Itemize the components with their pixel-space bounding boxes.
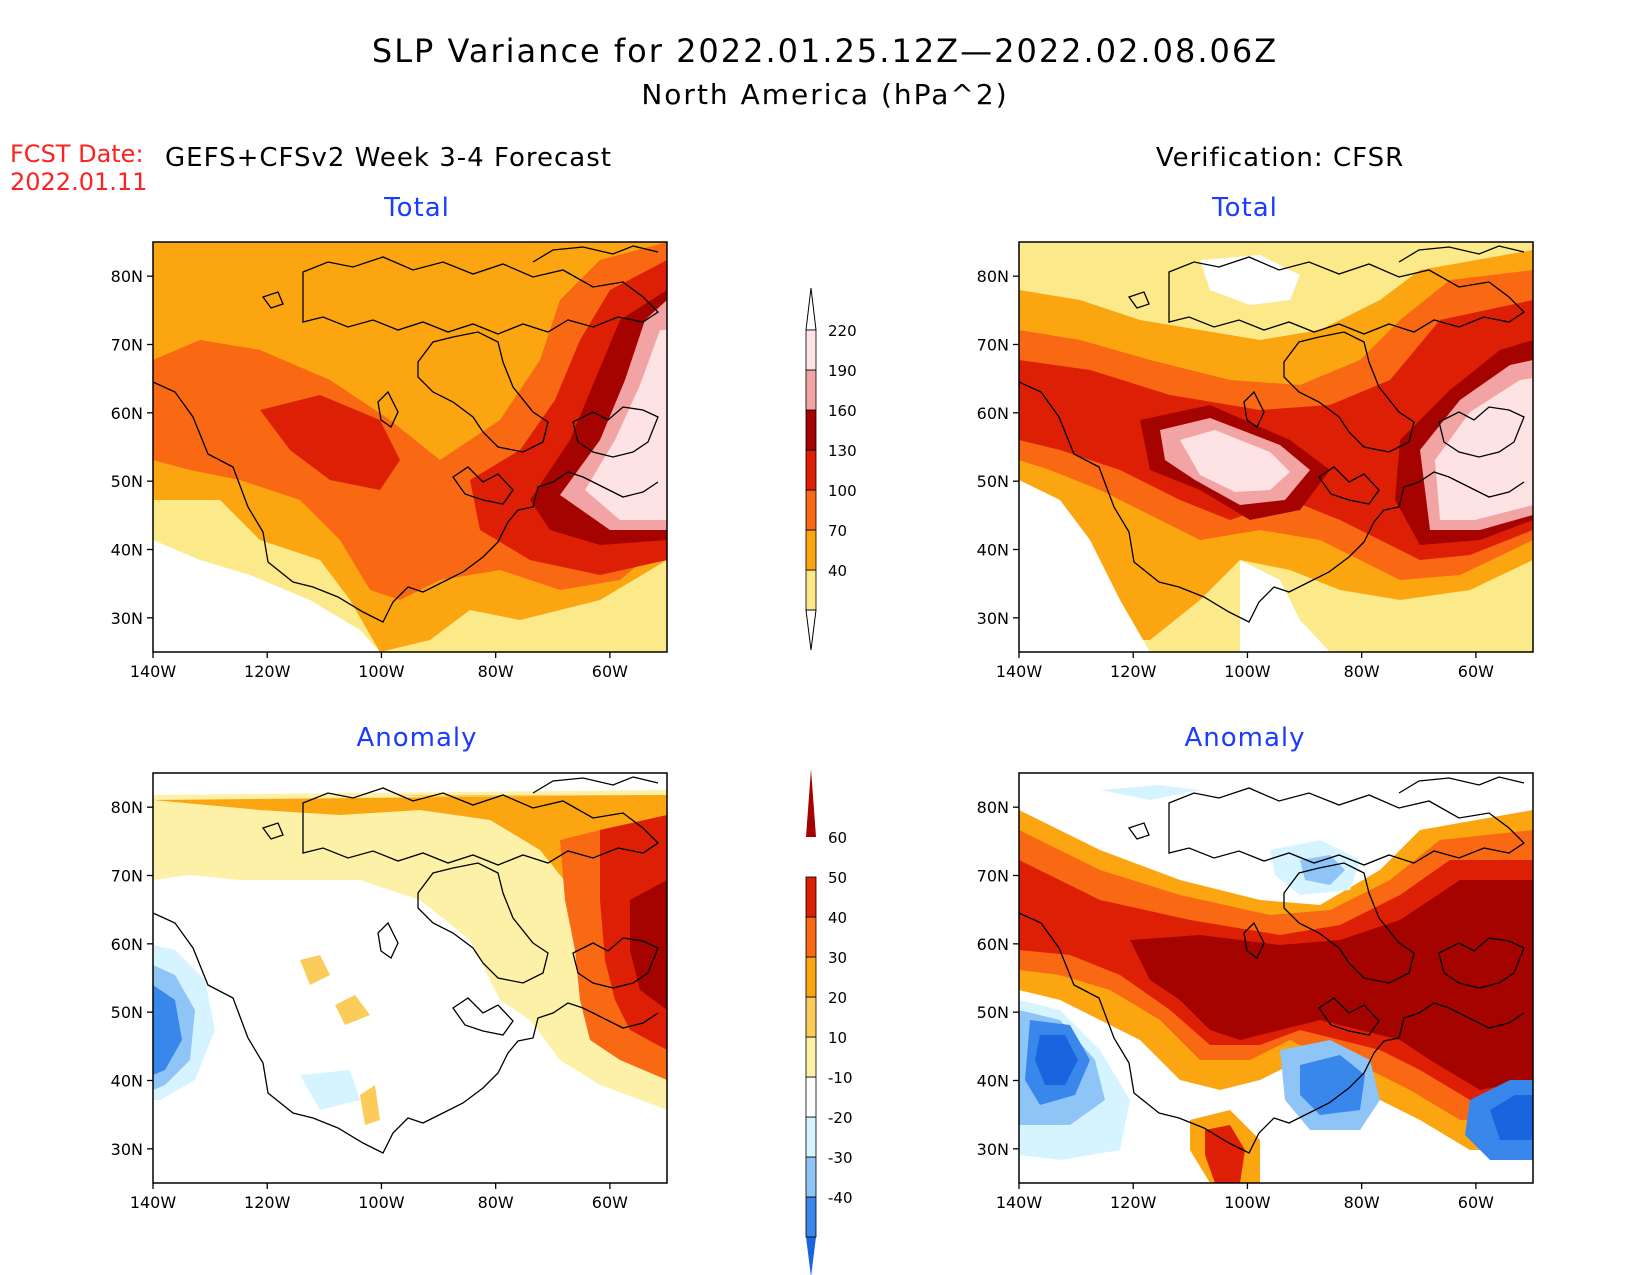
anomaly-colorbar-label: 20 bbox=[828, 989, 847, 1007]
forecast-anomaly-lat-label: 60N bbox=[111, 935, 143, 954]
total-colorbar-label: 40 bbox=[828, 562, 847, 580]
anomaly-colorbar-swatch bbox=[805, 996, 817, 1038]
verification-anomaly-lat-label: 40N bbox=[977, 1072, 1009, 1091]
total-colorbar-label: 220 bbox=[828, 322, 857, 340]
forecast-total-lat-label: 70N bbox=[111, 336, 143, 355]
anomaly-colorbar-swatch bbox=[805, 1156, 817, 1198]
anomaly-colorbar-swatch bbox=[805, 916, 817, 958]
verification-anomaly-lat-label: 30N bbox=[977, 1140, 1009, 1159]
verification-anomaly-lon-label: 100W bbox=[1224, 1193, 1271, 1212]
total-colorbar-swatch bbox=[805, 489, 817, 531]
forecast-anomaly-lon-label: 140W bbox=[130, 1193, 177, 1212]
anomaly-colorbar-label: 60 bbox=[828, 829, 847, 847]
forecast-anomaly-lat-label: 50N bbox=[111, 1003, 143, 1022]
verification-total-lon-label: 140W bbox=[996, 662, 1043, 681]
verification-anomaly-map bbox=[1018, 772, 1534, 1184]
verification-anomaly-lon-label: 60W bbox=[1458, 1193, 1494, 1212]
total-colorbar-swatch bbox=[805, 409, 817, 451]
forecast-total-lon-label: 140W bbox=[130, 662, 177, 681]
main-title: SLP Variance for 2022.01.25.12Z—2022.02.… bbox=[371, 32, 1279, 70]
total-colorbar-swatch bbox=[805, 449, 817, 491]
forecast-total-lat-label: 60N bbox=[111, 404, 143, 423]
verification-anomaly-lat-label: 50N bbox=[977, 1003, 1009, 1022]
subtitle: North America (hPa^2) bbox=[641, 78, 1009, 111]
total-colorbar: 40 70 100 130 160 190 220 bbox=[805, 287, 857, 651]
total-colorbar-label: 160 bbox=[828, 402, 857, 420]
verification-total-lat-label: 80N bbox=[977, 267, 1009, 286]
anomaly-colorbar-swatch bbox=[805, 1036, 817, 1078]
anomaly-colorbar-label: 40 bbox=[828, 909, 847, 927]
verification-total-lat-label: 40N bbox=[977, 541, 1009, 560]
anomaly-colorbar-label: -30 bbox=[828, 1149, 853, 1167]
anomaly-colorbar-bottom-tip bbox=[806, 1237, 816, 1275]
verification-anomaly-lat-label: 60N bbox=[977, 935, 1009, 954]
forecast-anomaly-lon-label: 80W bbox=[478, 1193, 514, 1212]
verification-total-lon-label: 120W bbox=[1110, 662, 1157, 681]
anomaly-colorbar-label: 30 bbox=[828, 949, 847, 967]
anomaly-colorbar-label: 50 bbox=[828, 869, 847, 887]
anomaly-colorbar: -40 -30 -20 -10 10 20 30 40 50 60 bbox=[805, 769, 853, 1275]
verification-total-lon-label: 80W bbox=[1344, 662, 1380, 681]
fcst-date-label: FCST Date: bbox=[10, 140, 144, 168]
verification-anomaly-lon-label: 140W bbox=[996, 1193, 1043, 1212]
verification-total-lon-label: 60W bbox=[1458, 662, 1494, 681]
verification-anomaly-lon-label: 120W bbox=[1110, 1193, 1157, 1212]
verification-total-lon-label: 100W bbox=[1224, 662, 1271, 681]
verification-total-map bbox=[1018, 241, 1534, 653]
total-colorbar-swatch bbox=[805, 369, 817, 411]
verification-anomaly-lon-label: 80W bbox=[1344, 1193, 1380, 1212]
forecast-total-lon-label: 120W bbox=[244, 662, 291, 681]
anomaly-colorbar-label: -10 bbox=[828, 1069, 853, 1087]
fcst-date-value: 2022.01.11 bbox=[10, 168, 148, 196]
verification-total-lat-label: 30N bbox=[977, 609, 1009, 628]
verification-total-title: Total bbox=[1212, 193, 1278, 223]
forecast-anomaly-lat-label: 70N bbox=[111, 867, 143, 886]
forecast-total-lat-label: 30N bbox=[111, 609, 143, 628]
total-colorbar-label: 100 bbox=[828, 482, 857, 500]
anomaly-colorbar-label: -40 bbox=[828, 1189, 853, 1207]
verification-total-lat-label: 60N bbox=[977, 404, 1009, 423]
forecast-anomaly-lon-label: 100W bbox=[358, 1193, 405, 1212]
anomaly-colorbar-swatch bbox=[805, 876, 817, 918]
verification-anomaly-lat-label: 80N bbox=[977, 798, 1009, 817]
verification-total-lat-label: 50N bbox=[977, 472, 1009, 491]
total-colorbar-swatch bbox=[805, 569, 817, 611]
forecast-anomaly-title: Anomaly bbox=[356, 723, 478, 753]
anomaly-colorbar-swatch bbox=[805, 1116, 817, 1158]
forecast-total-lat-label: 40N bbox=[111, 541, 143, 560]
forecast-heading: GEFS+CFSv2 Week 3-4 Forecast bbox=[165, 143, 612, 173]
forecast-total-lat-label: 50N bbox=[111, 472, 143, 491]
anomaly-colorbar-swatch bbox=[805, 956, 817, 998]
total-colorbar-label: 190 bbox=[828, 362, 857, 380]
forecast-total-lon-label: 80W bbox=[478, 662, 514, 681]
anomaly-colorbar-swatch bbox=[805, 1196, 817, 1238]
total-colorbar-bottom-tip bbox=[805, 609, 817, 651]
anomaly-colorbar-label: -20 bbox=[828, 1109, 853, 1127]
forecast-anomaly-lat-label: 80N bbox=[111, 798, 143, 817]
total-colorbar-label: 70 bbox=[828, 522, 847, 540]
forecast-total-lon-label: 100W bbox=[358, 662, 405, 681]
verification-anomaly-title: Anomaly bbox=[1184, 723, 1306, 753]
verification-anomaly-lat-label: 70N bbox=[977, 867, 1009, 886]
forecast-total-lat-label: 80N bbox=[111, 267, 143, 286]
forecast-total-title: Total bbox=[384, 193, 450, 223]
total-colorbar-label: 130 bbox=[828, 442, 857, 460]
forecast-anomaly-map bbox=[152, 772, 668, 1184]
total-colorbar-swatch bbox=[805, 529, 817, 571]
forecast-total-lon-label: 60W bbox=[592, 662, 628, 681]
verification-total-lat-label: 70N bbox=[977, 336, 1009, 355]
forecast-anomaly-lon-label: 60W bbox=[592, 1193, 628, 1212]
anomaly-colorbar-label: 10 bbox=[828, 1029, 847, 1047]
anomaly-colorbar-swatch bbox=[805, 1076, 817, 1118]
forecast-total-map bbox=[152, 241, 668, 653]
anomaly-colorbar-top-tip bbox=[806, 769, 816, 837]
total-colorbar-top-tip bbox=[805, 287, 817, 331]
forecast-anomaly-lon-label: 120W bbox=[244, 1193, 291, 1212]
forecast-anomaly-lat-label: 30N bbox=[111, 1140, 143, 1159]
verification-heading: Verification: CFSR bbox=[1155, 143, 1405, 173]
forecast-anomaly-lat-label: 40N bbox=[111, 1072, 143, 1091]
total-colorbar-swatch bbox=[805, 329, 817, 371]
